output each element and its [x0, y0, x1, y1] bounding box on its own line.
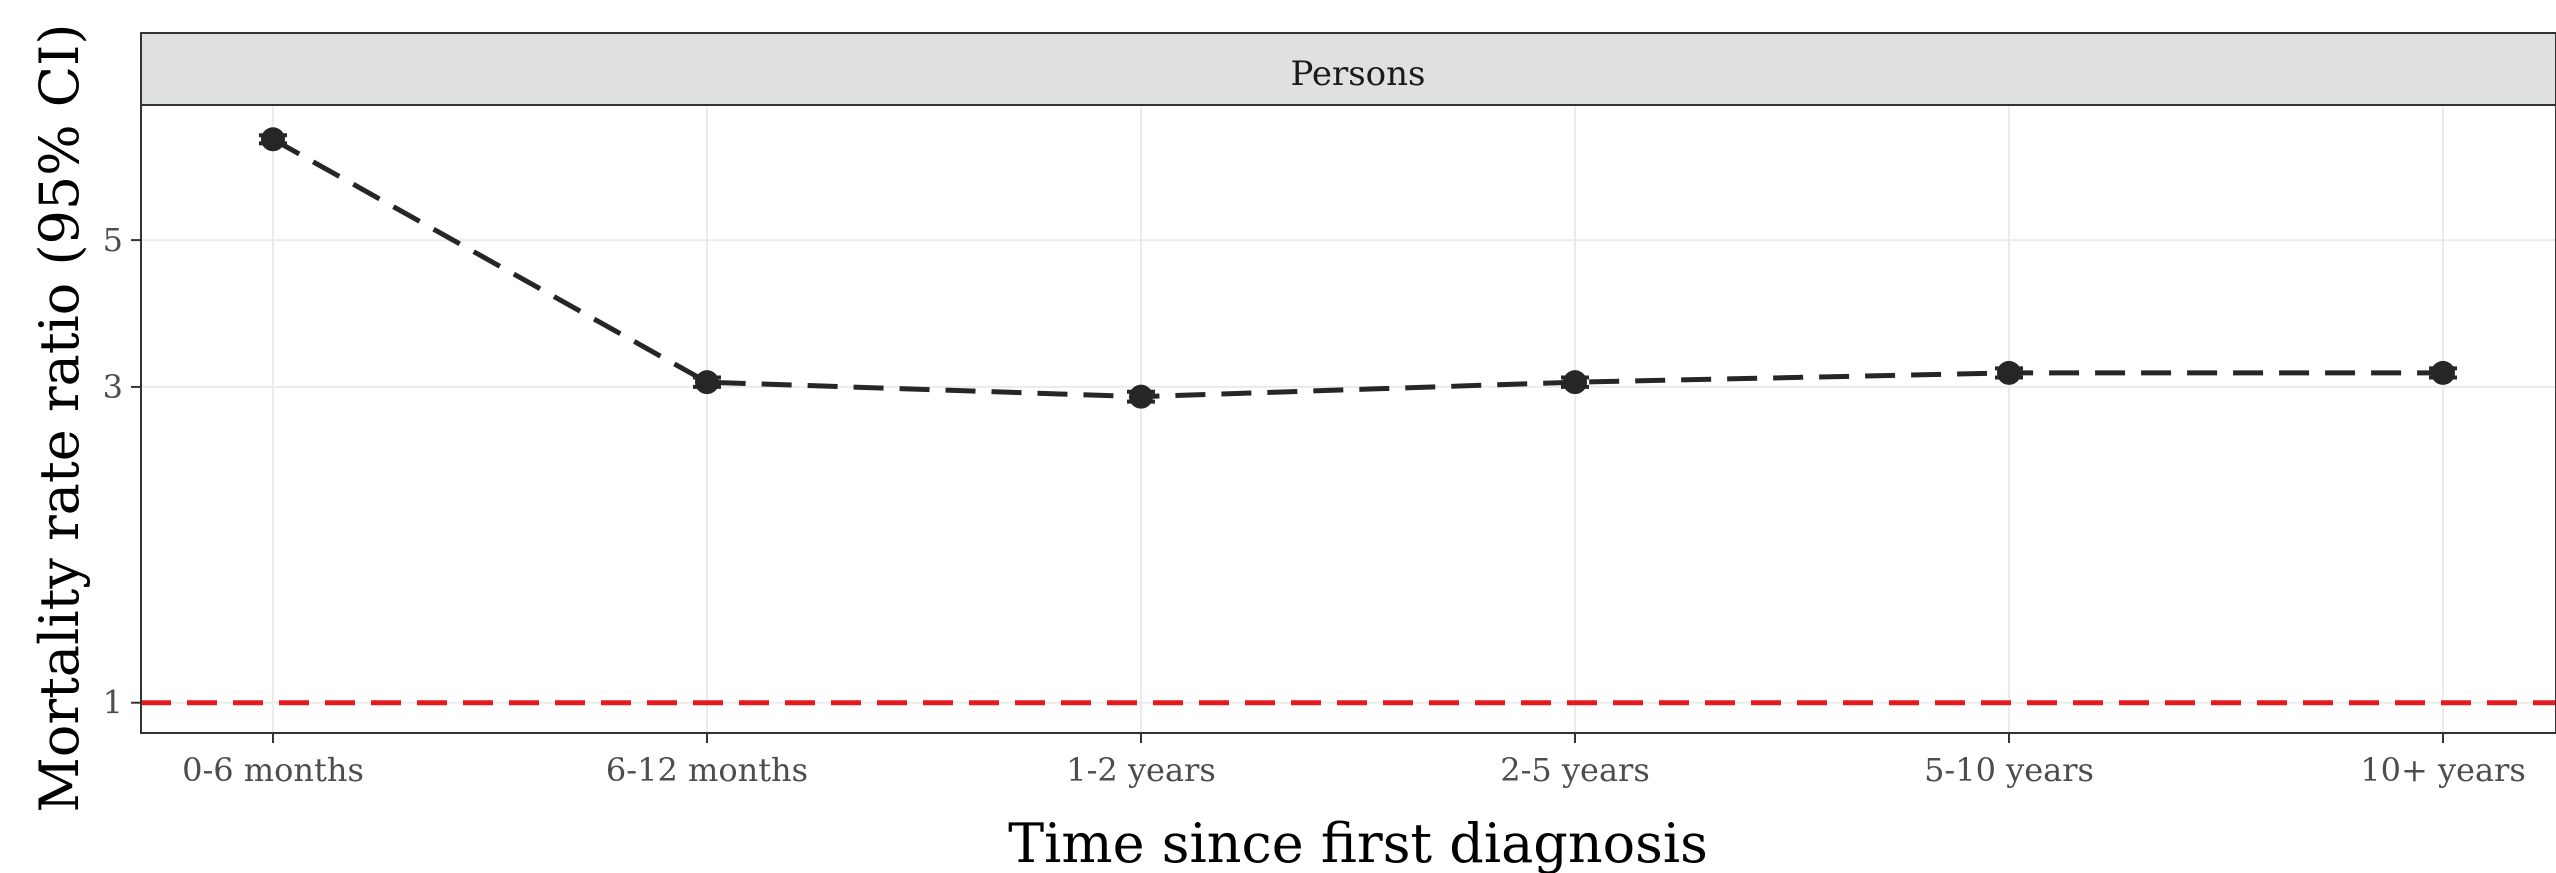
plot-panel: [141, 105, 2556, 733]
series-line: [271, 137, 2443, 400]
x-axis: 0-6 months 6-12 months 1-2 years 2-5 years 5…: [182, 733, 2526, 789]
facet-strip-background: [140, 32, 2556, 106]
x-tick-label: 6-12 months: [606, 751, 808, 789]
data-point: [261, 127, 285, 152]
data-point: [1997, 360, 2021, 385]
x-tick-label: 0-6 months: [182, 751, 364, 789]
y-axis-title: Mortality rate ratio (95% CI): [28, 24, 91, 813]
data-point: [2431, 360, 2455, 385]
x-tick-label: 1-2 years: [1066, 751, 1216, 789]
x-axis-title: Time since first diagnosis: [1008, 812, 1708, 873]
y-tick-label: 5: [103, 221, 123, 259]
y-axis: 1 3 5: [103, 221, 141, 722]
x-tick-label: 2-5 years: [1500, 751, 1650, 789]
data-point: [1563, 370, 1587, 395]
facet-strip: Persons: [140, 32, 2556, 106]
x-tick-label: 10+ years: [2360, 751, 2526, 789]
plot-panel-border: [140, 104, 2556, 734]
data-point: [1129, 384, 1153, 409]
data-point: [695, 370, 719, 395]
y-tick-label: 3: [103, 368, 123, 406]
x-tick-label: 5-10 years: [1924, 751, 2094, 789]
facet-strip-label: Persons: [1291, 54, 1426, 94]
series-group: [259, 127, 2457, 409]
y-tick-label: 1: [103, 684, 123, 722]
